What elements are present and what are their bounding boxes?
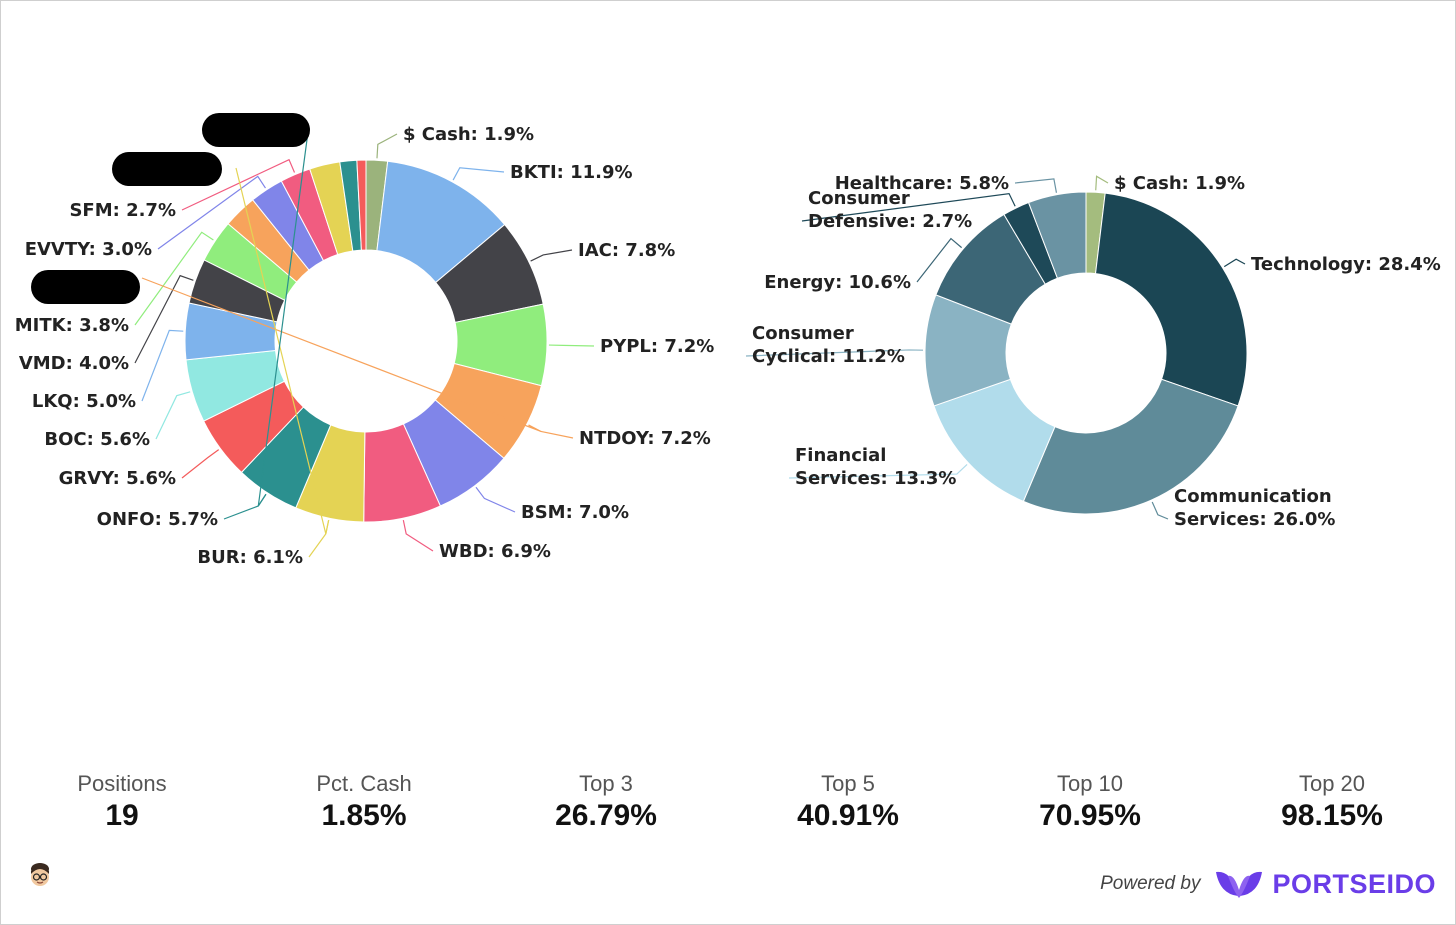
user-avatar-icon [31, 863, 49, 886]
data-labels: $ Cash: 1.9% Technology: 28.4% Communicati… [752, 173, 1441, 530]
brand-name: PORTSEIDO [1272, 868, 1436, 899]
leader-line [402, 520, 434, 552]
leader-line [181, 158, 296, 211]
leader-line [475, 486, 516, 513]
stat-label: Top 5 [821, 771, 875, 796]
stat-label: Top 20 [1298, 771, 1366, 796]
data-label-iac: IAC: 7.8% [578, 240, 675, 261]
stats-row: Positions 19 Pct. Cash 1.85% Top 3 26.79… [0, 770, 1456, 840]
stat-label: Positions [77, 771, 167, 796]
data-label-consumer-cyclical: Cyclical: 11.2% [752, 346, 905, 367]
data-labels: $ Cash: 1.9% BKTI: 11.9% IAC: 7.8% PYPL: 7.… [15, 124, 715, 568]
leader-line [257, 131, 309, 507]
slice-technology[interactable] [1094, 192, 1248, 407]
stat-positions: Positions 19 [22, 770, 222, 834]
data-label-consumer-defensive: Defensive: 2.7% [808, 211, 972, 232]
data-label-consumer-defensive: Consumer [808, 188, 910, 209]
leader-line [1151, 501, 1169, 520]
leader-line [801, 192, 1016, 222]
data-label-financial-services: Financial [795, 445, 886, 466]
data-label-evvty: EVVTY: 3.0% [25, 239, 152, 260]
leader-line [181, 449, 220, 479]
data-label-cash: $ Cash: 1.9% [1114, 173, 1245, 194]
leader-line [548, 344, 595, 347]
data-label-financial-services: Services: 13.3% [795, 468, 956, 489]
redacted-label [112, 152, 222, 186]
data-label-bsm: BSM: 7.0% [521, 502, 629, 523]
stat-value: 98.15% [1281, 799, 1383, 832]
powered-by-text: Powered by [1100, 873, 1201, 894]
leader-line [376, 133, 398, 159]
leaf-logo-icon [1216, 871, 1263, 898]
data-label-bur: BUR: 6.1% [197, 547, 303, 568]
data-label-mitk: MITK: 3.8% [15, 315, 129, 336]
stat-value: 19 [105, 799, 139, 832]
data-label-vmd: VMD: 4.0% [19, 353, 129, 374]
leader-line [788, 464, 968, 479]
slices [924, 191, 1248, 515]
slice-slice-19[interactable] [356, 159, 367, 251]
leader-line [157, 175, 266, 250]
redacted-label [31, 270, 140, 304]
stat-pct-cash: Pct. Cash 1.85% [264, 770, 464, 834]
stat-top-3: Top 3 26.79% [506, 770, 706, 834]
stat-top-10: Top 10 70.95% [990, 770, 1190, 834]
leader-line [916, 237, 963, 283]
leader-line [1223, 258, 1246, 268]
leader-line [452, 167, 505, 181]
leader-line [155, 391, 191, 440]
leader-lines [745, 175, 1246, 520]
leader-line [1014, 178, 1058, 193]
slices [184, 159, 548, 523]
data-label-onfo: ONFO: 5.7% [97, 509, 218, 530]
stat-top-5: Top 5 40.91% [748, 770, 948, 834]
leader-line [530, 249, 573, 262]
redacted-label [202, 113, 310, 147]
data-label-wbd: WBD: 6.9% [439, 541, 551, 562]
stat-label: Top 10 [1056, 771, 1124, 796]
data-label-communication-services: Communication [1174, 486, 1332, 507]
data-label-grvy: GRVY: 5.6% [59, 468, 176, 489]
data-label-communication-services: Services: 26.0% [1174, 509, 1335, 530]
sector-donut-chart: $ Cash: 1.9% Technology: 28.4% Communicati… [745, 173, 1441, 530]
stat-value: 40.91% [797, 799, 899, 832]
leader-lines [134, 131, 595, 558]
leader-line [745, 349, 924, 357]
leader-line [1095, 175, 1109, 191]
holdings-donut-chart: $ Cash: 1.9% BKTI: 11.9% IAC: 7.8% PYPL: 7.… [15, 113, 715, 568]
data-label-bkti: BKTI: 11.9% [510, 162, 633, 183]
stat-top-20: Top 20 98.15% [1232, 770, 1432, 834]
data-label-sfm: SFM: 2.7% [69, 200, 176, 221]
leader-line [141, 329, 184, 402]
data-label-pypl: PYPL: 7.2% [600, 336, 714, 357]
leader-line [235, 167, 330, 535]
leader-line [528, 424, 574, 439]
data-label-ntdoy: NTDOY: 7.2% [579, 428, 711, 449]
stat-value: 26.79% [555, 799, 657, 832]
slice-communication-services[interactable] [1022, 378, 1239, 515]
data-label-consumer-cyclical: Consumer [752, 323, 854, 344]
leader-line [134, 231, 214, 326]
data-label-boc: BOC: 5.6% [44, 429, 150, 450]
charts-canvas: $ Cash: 1.9% BKTI: 11.9% IAC: 7.8% PYPL: 7.… [15, 113, 1441, 568]
data-label-lkq: LKQ: 5.0% [32, 391, 136, 412]
stat-value: 70.95% [1039, 799, 1141, 832]
leader-line [308, 520, 330, 558]
slice-healthcare[interactable] [1027, 191, 1087, 279]
leader-line [134, 274, 194, 364]
stat-label: Pct. Cash [316, 771, 412, 796]
data-label-technology: Technology: 28.4% [1251, 254, 1441, 275]
data-label-healthcare: Healthcare: 5.8% [835, 173, 1009, 194]
data-label-energy: Energy: 10.6% [764, 272, 911, 293]
stat-label: Top 3 [579, 771, 633, 796]
data-label-cash: $ Cash: 1.9% [403, 124, 534, 145]
footer-branding[interactable]: Powered by PORTSEIDO [1100, 866, 1436, 902]
stat-value: 1.85% [321, 799, 407, 832]
